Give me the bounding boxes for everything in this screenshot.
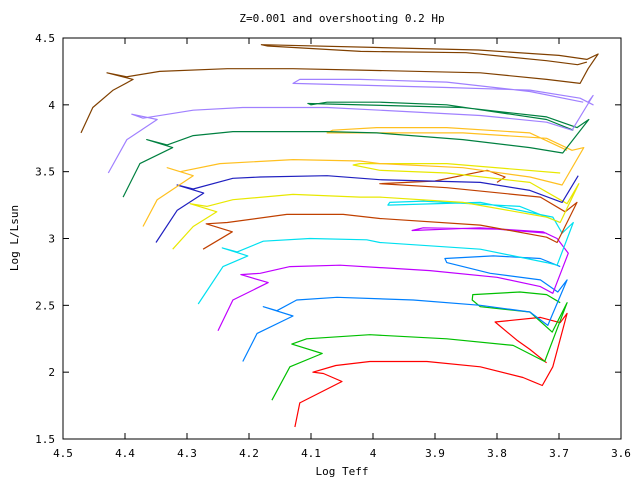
plot-frame xyxy=(62,37,622,440)
x-axis-label: Log Teff xyxy=(316,465,369,478)
evolution-track-4 xyxy=(217,227,569,331)
x-tick-label: 4.4 xyxy=(115,447,135,460)
evolution-track-1 xyxy=(294,312,568,428)
y-axis-label: Log L/Lsun xyxy=(8,205,21,271)
x-tick-label: 4.2 xyxy=(239,447,259,460)
evolution-track-6 xyxy=(202,169,578,250)
y-tick-label: 4.5 xyxy=(35,32,55,45)
evolution-track-11 xyxy=(107,78,594,174)
x-tick-label: 4.1 xyxy=(301,447,321,460)
y-tick-label: 3 xyxy=(48,233,55,246)
evolution-track-3 xyxy=(242,255,568,362)
y-tick-label: 1.5 xyxy=(35,433,55,446)
evolution-track-12 xyxy=(80,44,599,134)
evolution-track-10 xyxy=(122,101,590,198)
evolution-track-2 xyxy=(271,291,568,401)
evolution-track-7 xyxy=(172,163,580,250)
evolution-tracks xyxy=(80,44,599,428)
y-tick-label: 2 xyxy=(48,366,55,379)
x-tick-label: 4.5 xyxy=(53,447,73,460)
x-tick-label: 4 xyxy=(370,447,377,460)
evolution-track-9 xyxy=(142,126,585,227)
chart-title: Z=0.001 and overshooting 0.2 Hp xyxy=(239,12,444,25)
evolution-track-5 xyxy=(197,200,574,305)
evolution-track-8 xyxy=(155,175,579,243)
y-tick-label: 3.5 xyxy=(35,166,55,179)
axis-ticks: 4.5 4.4 4.3 4.2 4.1 4 3.9 3.8 3.7 3.6 1.5 2 2.5 3 3.5 4… xyxy=(35,32,631,460)
x-tick-label: 3.6 xyxy=(611,447,631,460)
y-tick-label: 4 xyxy=(48,99,55,112)
x-tick-label: 4.3 xyxy=(177,447,197,460)
x-tick-label: 3.8 xyxy=(487,447,507,460)
x-tick-label: 3.7 xyxy=(549,447,569,460)
y-tick-label: 2.5 xyxy=(35,299,55,312)
x-tick-label: 3.9 xyxy=(425,447,445,460)
